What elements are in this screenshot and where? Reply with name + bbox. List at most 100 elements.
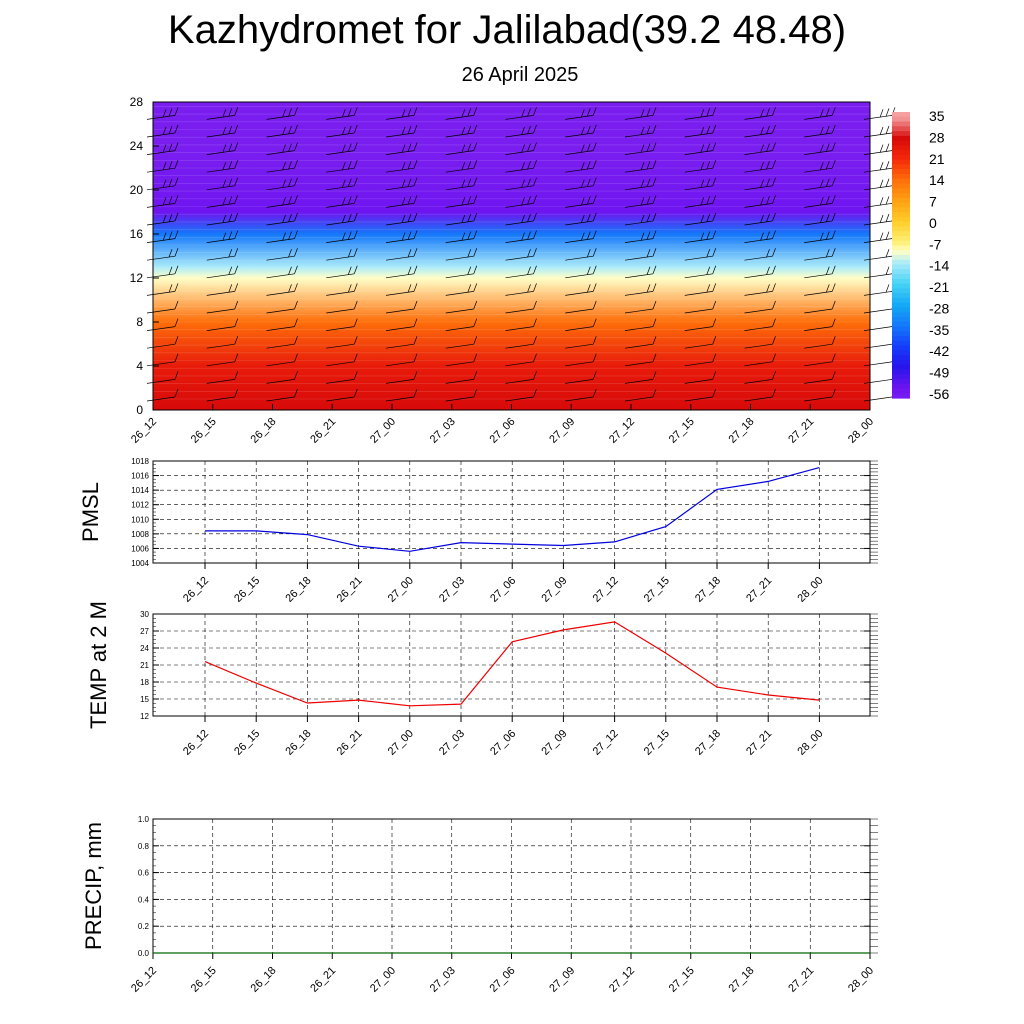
wind-barb-shaft — [505, 220, 534, 226]
wind-barb-flag — [652, 142, 657, 151]
wind-barb-flag — [712, 336, 717, 345]
wind-barb-shaft — [385, 132, 415, 138]
wind-barb-flag — [592, 265, 597, 274]
wind-barb-shaft — [385, 273, 415, 279]
wind-barb — [505, 142, 537, 155]
y-tick-label: 30 — [140, 610, 149, 619]
y-tick-label: 0.0 — [138, 949, 150, 958]
wind-barb-shaft — [505, 308, 534, 314]
wind-barb — [385, 371, 418, 384]
wind-barb-shaft — [565, 203, 594, 208]
wind-barb-flag — [706, 161, 711, 170]
wind-barb-flag — [353, 107, 358, 116]
wind-barb-shaft — [385, 203, 415, 208]
wind-barb-flag — [168, 125, 173, 135]
wind-barb-flag — [401, 232, 406, 241]
wind-barb — [445, 177, 478, 191]
x-tick-label: 27_00 — [368, 965, 398, 995]
wind-barb — [326, 195, 358, 208]
wind-barb-shaft — [565, 379, 594, 384]
colorbar-cell — [892, 169, 910, 175]
wind-barb-flag — [407, 266, 412, 275]
wind-barb-flag — [234, 142, 239, 151]
wind-barb-flag — [168, 196, 173, 205]
x-tick-label: 27_12 — [591, 575, 621, 605]
wind-barb-shaft — [565, 326, 594, 331]
y-tick-label: 0 — [136, 403, 143, 417]
wind-barb-flag — [282, 109, 286, 118]
x-tick-label: 26_21 — [308, 416, 338, 446]
x-tick-label: 26_21 — [335, 575, 365, 605]
wind-barb-flag — [353, 388, 358, 398]
wind-barb-flag — [294, 248, 298, 257]
wind-barb-shaft — [804, 203, 833, 208]
wind-barb-flag — [401, 179, 406, 188]
wind-barb-flag — [586, 108, 591, 117]
wind-barb-shaft — [744, 273, 773, 279]
x-tick-label: 27_09 — [547, 416, 577, 446]
wind-barb — [385, 124, 418, 138]
colorbar-label: 14 — [929, 172, 945, 188]
wind-barb-flag — [413, 265, 418, 274]
wind-barb-shaft — [684, 396, 713, 402]
wind-barb — [266, 283, 298, 296]
wind-barb-flag — [712, 107, 717, 116]
colorbar-cell — [892, 316, 910, 323]
wind-barb-flag — [640, 162, 645, 171]
wind-barb-shaft — [206, 167, 235, 173]
colorbar-cell — [892, 250, 910, 256]
wind-barb-flag — [341, 144, 346, 153]
wind-barb — [146, 160, 179, 173]
wind-barb-flag — [294, 124, 298, 134]
wind-barb-shaft — [684, 167, 713, 173]
wind-barb-flag — [831, 353, 836, 362]
colorbar-cell — [892, 202, 910, 208]
wind-barb — [266, 336, 298, 349]
wind-barb-flag — [885, 161, 890, 170]
wind-barb-shaft — [326, 115, 355, 120]
wind-barb-flag — [162, 109, 167, 118]
wind-barb-flag — [831, 142, 836, 151]
wind-barb-flag — [706, 196, 711, 205]
x-tick-label: 26_18 — [249, 416, 279, 446]
wind-barb-flag — [646, 213, 651, 223]
colorbar-cell — [892, 216, 910, 223]
wind-barb-shaft — [744, 203, 773, 208]
wind-barb-flag — [580, 126, 585, 136]
colorbar-cell — [892, 235, 910, 242]
wind-barb-flag — [228, 284, 233, 293]
wind-barb-flag — [234, 371, 239, 380]
wind-barb-flag — [413, 107, 418, 116]
wind-barb — [624, 283, 657, 296]
wind-barb-flag — [527, 108, 531, 117]
wind-barb-flag — [879, 162, 884, 171]
wind-barb-shaft — [565, 185, 594, 191]
wind-barb — [146, 318, 179, 331]
wind-barb-flag — [174, 283, 179, 292]
wind-barb-flag — [341, 109, 346, 118]
wind-barb-flag — [228, 143, 233, 152]
wind-barb-shaft — [863, 238, 893, 243]
wind-barb-shaft — [385, 150, 415, 155]
x-tick-label: 28_00 — [846, 416, 876, 446]
wind-barb-flag — [879, 179, 884, 188]
wind-barb-flag — [533, 265, 537, 274]
colorbar-cell — [892, 154, 910, 161]
wind-barb — [206, 318, 239, 331]
wind-barb-flag — [282, 197, 286, 206]
wind-barb-shaft — [565, 220, 594, 226]
wind-barb-flag — [831, 265, 836, 274]
wind-barb-flag — [772, 248, 776, 257]
wind-barb-flag — [772, 142, 776, 151]
wind-barb-flag — [772, 107, 776, 116]
wind-barb-shaft — [326, 255, 355, 261]
wind-barb — [206, 300, 239, 314]
y-tick-label: 18 — [140, 678, 149, 687]
wind-barb-shaft — [326, 238, 355, 243]
wind-barb-shaft — [804, 273, 833, 279]
wind-barb-flag — [228, 196, 233, 205]
wind-barb-shaft — [266, 361, 295, 367]
wind-barb-flag — [527, 196, 531, 205]
wind-barb-flag — [222, 144, 227, 153]
colorbar-cell — [892, 359, 910, 366]
